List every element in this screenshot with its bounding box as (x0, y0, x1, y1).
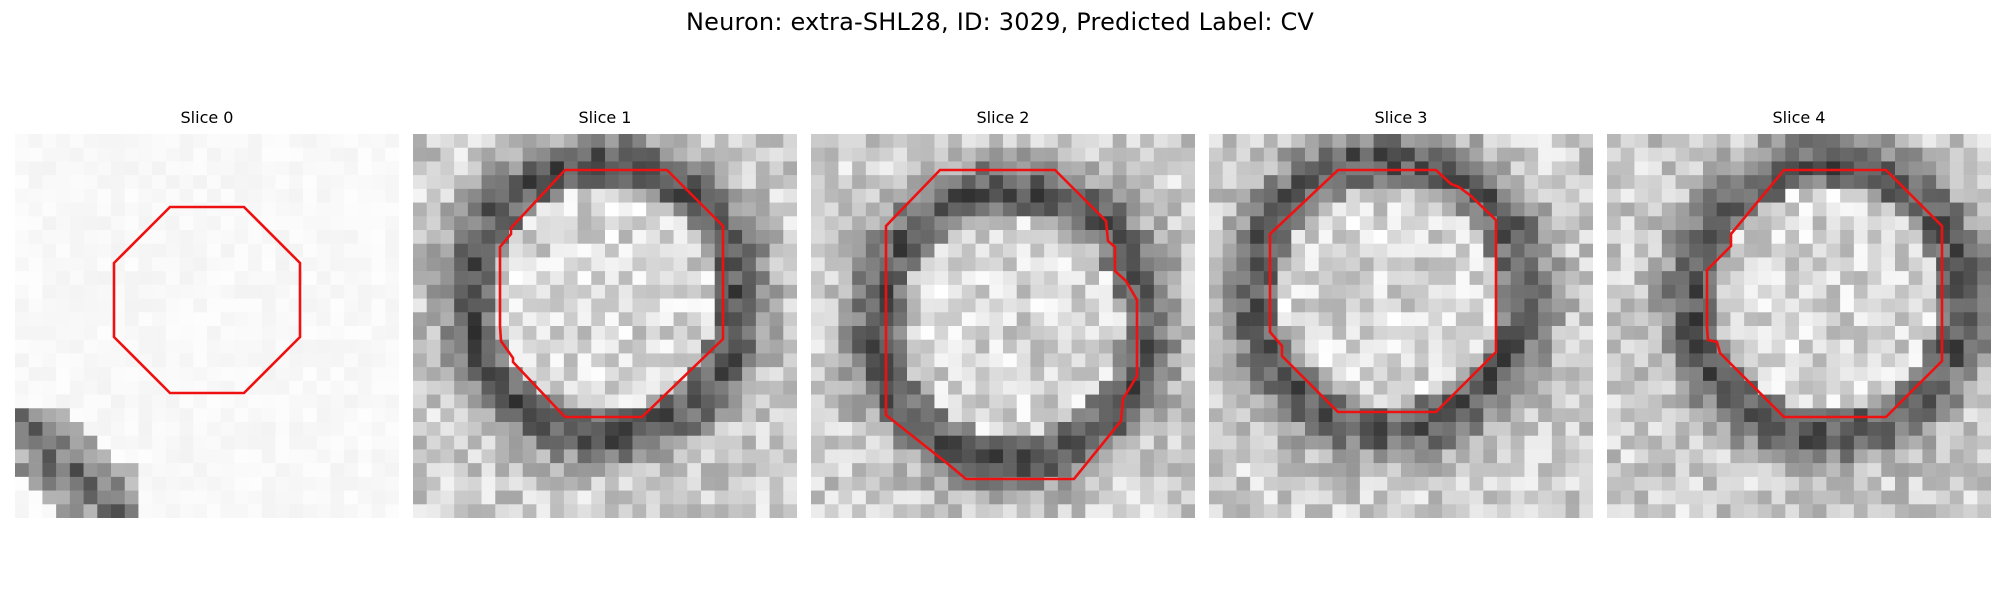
roi-contour (498, 168, 725, 419)
slice-title: Slice 3 (1374, 108, 1428, 127)
slice-image (1209, 134, 1593, 518)
roi-contour (112, 205, 302, 395)
slice-image (413, 134, 797, 518)
roi-contour (1705, 168, 1944, 419)
slice-image (15, 134, 399, 518)
slice-image (1607, 134, 1991, 518)
figure-title: Neuron: extra-SHL28, ID: 3029, Predicted… (685, 8, 1315, 36)
slice-title: Slice 2 (976, 108, 1030, 127)
roi-contour (1268, 168, 1498, 414)
slice-title: Slice 1 (578, 108, 632, 127)
slice-image (811, 134, 1195, 518)
slice-title: Slice 0 (180, 108, 234, 127)
slice-title: Slice 4 (1772, 108, 1826, 127)
roi-contour (884, 168, 1139, 481)
